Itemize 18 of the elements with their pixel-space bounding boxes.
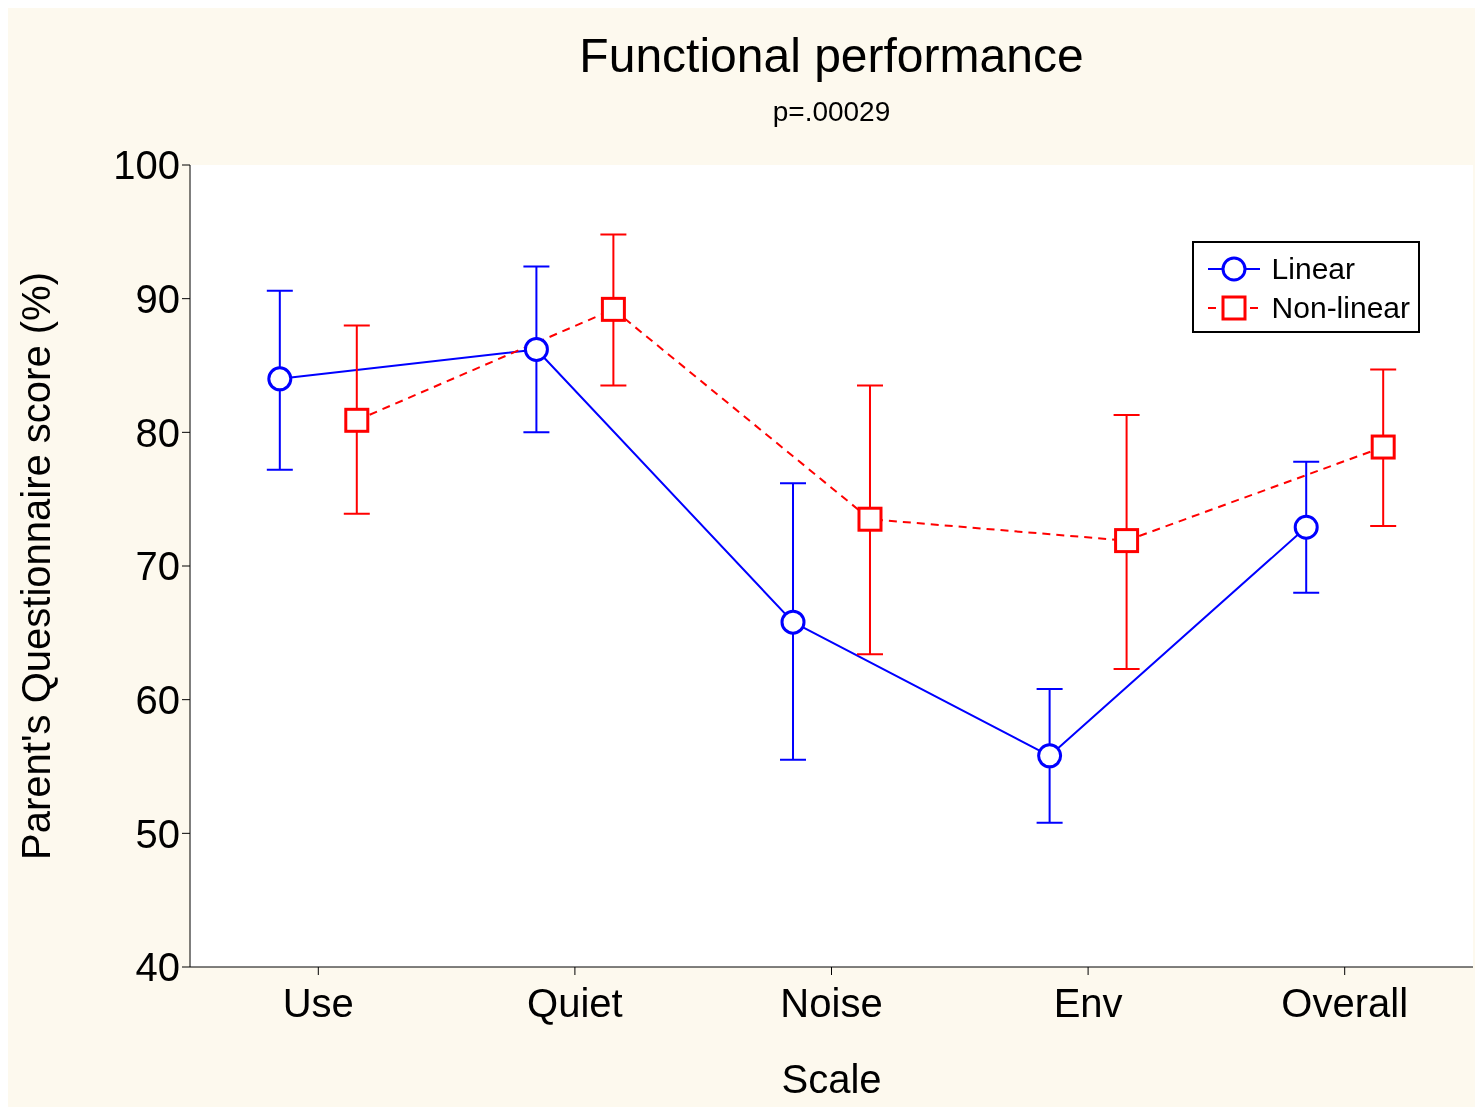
x-tick-label: Noise <box>780 981 883 1026</box>
y-axis-title: Parent's Questionnaire score (%) <box>14 272 59 860</box>
legend-label: Non-linear <box>1271 290 1410 325</box>
x-tick-label: Env <box>1053 981 1123 1026</box>
y-tick-label: 90 <box>135 276 180 321</box>
y-tick-label: 80 <box>135 410 180 455</box>
chart-title: Functional performance <box>578 28 1085 83</box>
y-tick-label: 40 <box>135 945 180 990</box>
x-tick-label: Quiet <box>527 981 623 1026</box>
y-tick-label: 70 <box>135 544 180 589</box>
y-tick-label: 50 <box>135 811 180 856</box>
x-tick-label: Use <box>282 981 354 1026</box>
legend-label: Linear <box>1271 251 1355 286</box>
x-axis-title: Scale <box>781 1057 882 1101</box>
x-tick-label: Overall <box>1281 981 1409 1026</box>
chart-subtitle: p=.00029 <box>771 96 892 128</box>
y-tick-label: 100 <box>113 143 180 188</box>
y-tick-label: 60 <box>135 677 180 722</box>
